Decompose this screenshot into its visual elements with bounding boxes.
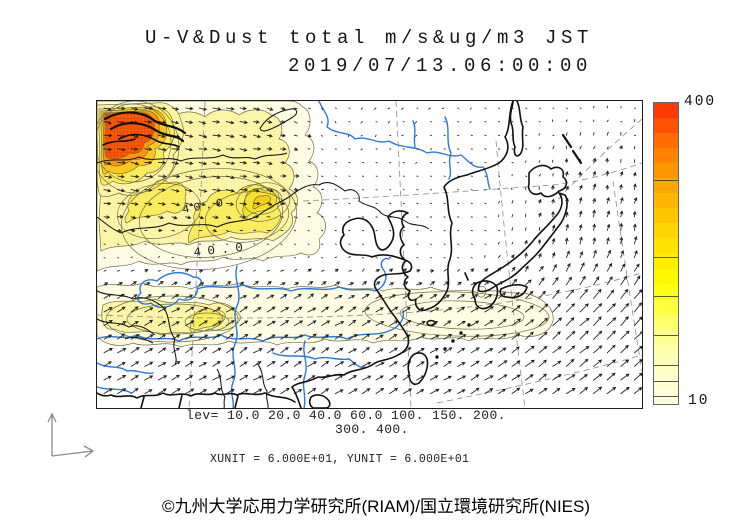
graticule-layer	[97, 101, 642, 408]
colorbar-step	[654, 133, 678, 149]
copyright-text: ©九州大学応用力学研究所(RIAM)/国立環境研究所(NIES)	[161, 497, 591, 516]
colorbar-tick	[654, 180, 678, 182]
wind-vector-layer	[103, 105, 642, 395]
colorbar-step	[654, 298, 678, 315]
colorbar-min-label: 10	[688, 393, 710, 409]
colorbar-step	[654, 208, 678, 224]
colorbar-tick	[654, 396, 678, 398]
colorbar-max-label: 400	[684, 94, 717, 110]
level-legend-line1: lev= 10.0 20.0 40.0 60.0 100. 150. 200.	[186, 408, 506, 423]
colorbar-step	[654, 103, 678, 119]
colorbar-step	[654, 223, 678, 239]
wind-arrows	[103, 105, 642, 395]
colorbar-step	[654, 283, 678, 300]
colorbar-step	[654, 238, 678, 254]
colorbar-step	[654, 343, 678, 360]
colorbar-tick	[654, 380, 678, 382]
colorbar-step	[654, 178, 678, 194]
level-legend-line2: 300. 400.	[335, 422, 409, 437]
dust-map-frame: 40.0 40.0	[96, 100, 643, 409]
river-layer	[97, 101, 491, 408]
colorbar-step	[654, 253, 678, 270]
coastline-layer	[97, 101, 583, 408]
colorbar-step	[654, 193, 678, 209]
units-label: XUNIT = 6.000E+01, YUNIT = 6.000E+01	[210, 453, 470, 466]
plot-title: U-V&Dust total m/s&ug/m3 JST	[145, 27, 594, 49]
colorbar-step	[654, 313, 678, 330]
colorbar-step	[654, 118, 678, 134]
colorbar-tick	[654, 365, 678, 367]
colorbar-step	[654, 148, 678, 164]
colorbar-gradient	[653, 102, 679, 405]
dust-map: 40.0 40.0	[97, 101, 642, 408]
colorbar-tick	[654, 257, 678, 259]
colorbar-step	[654, 268, 678, 285]
colorbar-step	[654, 358, 678, 375]
axis-arrows-icon	[47, 412, 95, 458]
colorbar-tick	[654, 295, 678, 297]
contour-label: 40.0	[193, 240, 250, 260]
colorbar-tick	[654, 334, 678, 336]
colorbar-step	[654, 328, 678, 345]
plot-timestamp: 2019/07/13.06:00:00	[288, 55, 593, 77]
colorbar-step	[654, 163, 678, 179]
